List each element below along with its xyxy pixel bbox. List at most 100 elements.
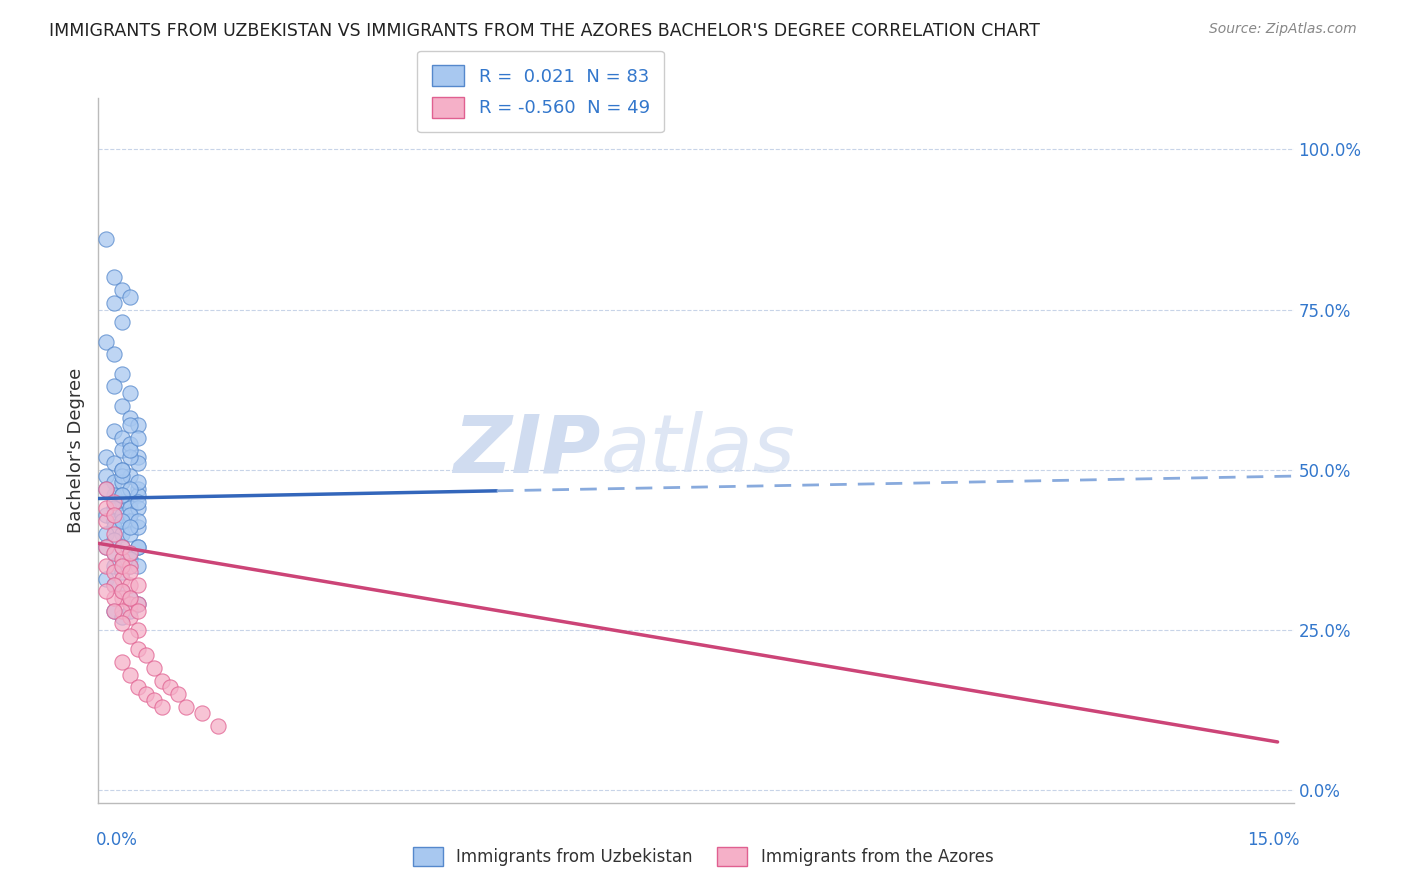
Point xyxy=(103,494,125,508)
Point xyxy=(143,661,166,675)
Point xyxy=(120,546,142,560)
Point xyxy=(207,719,229,733)
Point xyxy=(103,578,125,592)
Point xyxy=(120,610,142,624)
Point xyxy=(96,558,118,573)
Point xyxy=(111,552,134,566)
Point xyxy=(135,648,157,663)
Point xyxy=(111,604,134,618)
Point xyxy=(127,475,149,490)
Point xyxy=(120,591,142,605)
Point xyxy=(103,520,125,534)
Point xyxy=(127,623,149,637)
Point xyxy=(103,526,125,541)
Point xyxy=(111,584,134,599)
Point xyxy=(96,501,118,516)
Point xyxy=(103,514,125,528)
Point xyxy=(127,494,149,508)
Point xyxy=(120,597,142,611)
Point xyxy=(120,443,142,458)
Legend: R =  0.021  N = 83, R = -0.560  N = 49: R = 0.021 N = 83, R = -0.560 N = 49 xyxy=(418,51,664,132)
Point xyxy=(120,546,142,560)
Point xyxy=(111,610,134,624)
Point xyxy=(127,597,149,611)
Point xyxy=(127,456,149,470)
Point xyxy=(103,591,125,605)
Point xyxy=(103,533,125,548)
Point xyxy=(127,450,149,464)
Point xyxy=(103,488,125,502)
Point xyxy=(150,699,173,714)
Point xyxy=(111,558,134,573)
Point xyxy=(127,488,149,502)
Point xyxy=(111,443,134,458)
Point xyxy=(111,584,134,599)
Point xyxy=(111,540,134,554)
Point xyxy=(111,540,134,554)
Point xyxy=(111,475,134,490)
Point xyxy=(96,232,118,246)
Point xyxy=(111,552,134,566)
Point xyxy=(96,334,118,349)
Point xyxy=(143,693,166,707)
Point xyxy=(120,469,142,483)
Point xyxy=(120,508,142,522)
Point xyxy=(111,315,134,329)
Point xyxy=(96,482,118,496)
Point xyxy=(127,540,149,554)
Point xyxy=(120,385,142,400)
Point xyxy=(167,687,190,701)
Point xyxy=(96,482,118,496)
Point xyxy=(103,604,125,618)
Point xyxy=(103,558,125,573)
Point xyxy=(96,540,118,554)
Point xyxy=(120,565,142,579)
Point xyxy=(111,514,134,528)
Point xyxy=(111,572,134,586)
Point xyxy=(127,597,149,611)
Text: IMMIGRANTS FROM UZBEKISTAN VS IMMIGRANTS FROM THE AZORES BACHELOR'S DEGREE CORRE: IMMIGRANTS FROM UZBEKISTAN VS IMMIGRANTS… xyxy=(49,22,1040,40)
Point xyxy=(120,417,142,432)
Point xyxy=(120,450,142,464)
Point xyxy=(127,482,149,496)
Point xyxy=(103,296,125,310)
Point xyxy=(103,424,125,438)
Text: 15.0%: 15.0% xyxy=(1247,831,1299,849)
Point xyxy=(127,604,149,618)
Point xyxy=(135,687,157,701)
Point xyxy=(120,629,142,643)
Point xyxy=(120,494,142,508)
Point xyxy=(120,667,142,681)
Text: 0.0%: 0.0% xyxy=(96,831,138,849)
Point xyxy=(111,565,134,579)
Point xyxy=(103,347,125,361)
Point xyxy=(120,558,142,573)
Point xyxy=(120,558,142,573)
Point xyxy=(120,501,142,516)
Point xyxy=(111,488,134,502)
Legend: Immigrants from Uzbekistan, Immigrants from the Azores: Immigrants from Uzbekistan, Immigrants f… xyxy=(404,838,1002,875)
Point xyxy=(103,501,125,516)
Point xyxy=(127,540,149,554)
Point xyxy=(111,494,134,508)
Point xyxy=(111,508,134,522)
Point xyxy=(103,508,125,522)
Point xyxy=(120,411,142,425)
Point xyxy=(103,475,125,490)
Point xyxy=(120,437,142,451)
Point xyxy=(127,501,149,516)
Point xyxy=(120,514,142,528)
Point xyxy=(120,526,142,541)
Point xyxy=(127,578,149,592)
Point xyxy=(111,616,134,631)
Point xyxy=(127,417,149,432)
Point xyxy=(120,604,142,618)
Point xyxy=(96,584,118,599)
Point xyxy=(127,431,149,445)
Point xyxy=(111,526,134,541)
Point xyxy=(96,469,118,483)
Point xyxy=(120,290,142,304)
Point xyxy=(103,565,125,579)
Text: Source: ZipAtlas.com: Source: ZipAtlas.com xyxy=(1209,22,1357,37)
Text: ZIP: ZIP xyxy=(453,411,600,490)
